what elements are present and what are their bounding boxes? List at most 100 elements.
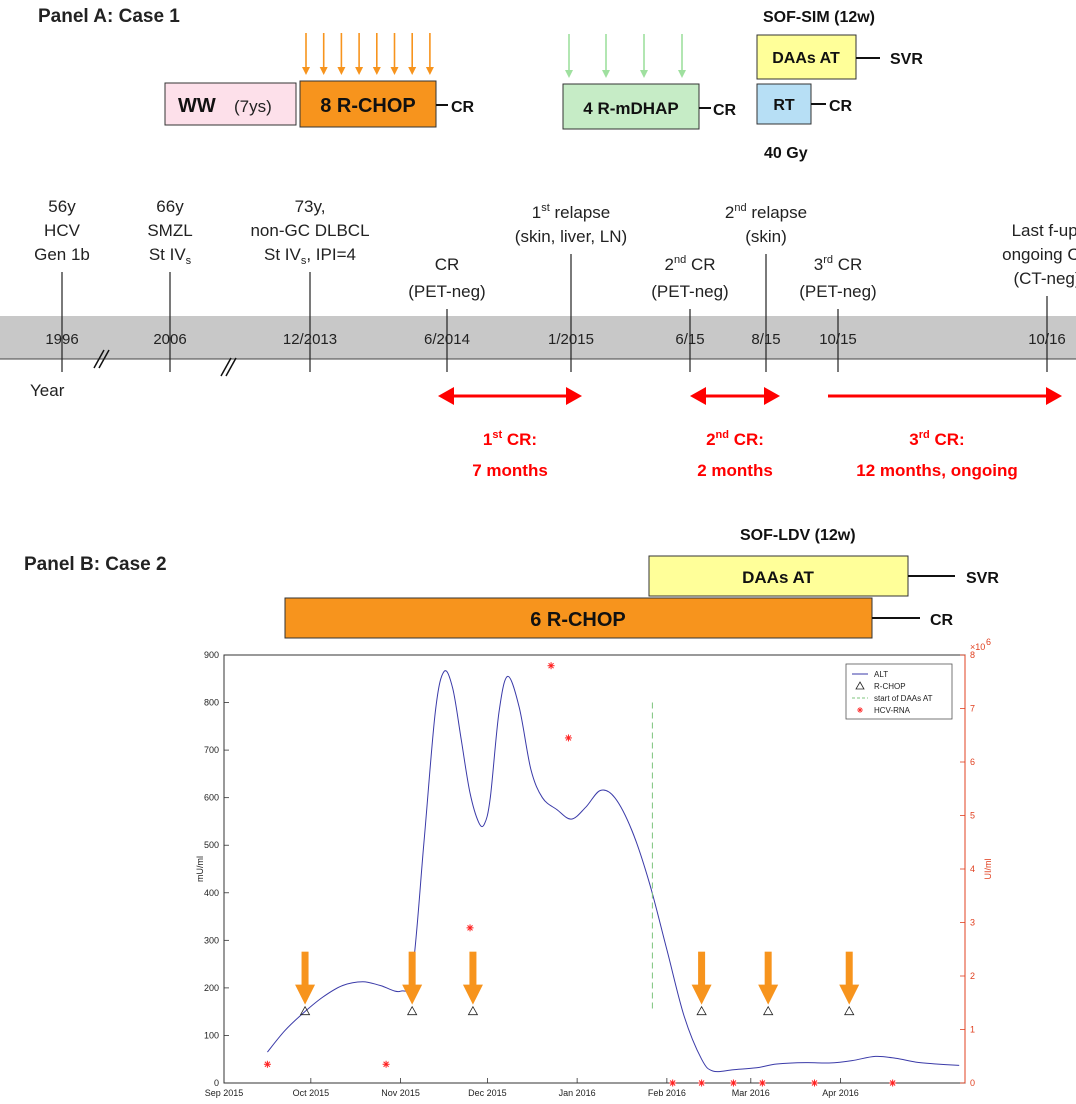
event-date: 10/16 xyxy=(1028,331,1066,348)
r-chop-outcome-b: CR xyxy=(930,612,954,629)
year-label: Year xyxy=(30,381,65,400)
legend-label: ALT xyxy=(874,670,888,679)
y-tick-label: 600 xyxy=(204,793,219,803)
r-chop-arrow xyxy=(845,951,853,988)
r-chop-triangle xyxy=(406,1005,418,1016)
hcv-rna-point xyxy=(382,1060,390,1068)
r-chop-triangle xyxy=(696,1005,707,1016)
r-chop-cycle-arrow xyxy=(302,33,310,75)
y-axis-left-title: mU/ml xyxy=(195,856,205,882)
r-mdhap-label: 4 R-mDHAP xyxy=(583,99,678,118)
legend-box xyxy=(845,663,953,720)
event-text: non-GC DLBCL xyxy=(250,221,369,240)
y-tick-label: 200 xyxy=(204,983,219,993)
timeline-event: 2nd CR (PET-neg) 6/15 xyxy=(651,254,729,372)
panel-b: Panel B: Case 2 SOF-LDV (12w) DAAs AT SV… xyxy=(24,527,999,1098)
r-mdhap-outcome: CR xyxy=(713,102,737,119)
event-text: St IVs, IPI=4 xyxy=(264,245,356,267)
y-right-tick-label: 2 xyxy=(970,971,975,981)
ww-duration: (7ys) xyxy=(234,97,272,116)
panel-a: Panel A: Case 1 WW (7ys) 8 R-CHOP CR 4 R… xyxy=(0,6,1076,480)
hcv-rna-point xyxy=(698,1079,706,1087)
cr-period: 3rd CR: 12 months, ongoing xyxy=(828,387,1062,480)
event-text: 66y xyxy=(156,197,184,216)
y-right-tick-label: 1 xyxy=(970,1025,975,1035)
daas-label-b: DAAs AT xyxy=(742,568,814,587)
event-date: 8/15 xyxy=(751,331,780,348)
r-chop-point xyxy=(295,951,316,1016)
x-tick-label: Mar 2016 xyxy=(732,1088,770,1098)
timeline-event: CR (PET-neg) 6/2014 xyxy=(408,255,486,372)
x-tick-label: Apr 2016 xyxy=(822,1088,859,1098)
daas-outcome-a: SVR xyxy=(890,51,923,68)
event-date: 12/2013 xyxy=(283,331,337,348)
daas-outcome-b: SVR xyxy=(966,570,999,587)
chart: Sep 2015 Oct 2015 Nov 2015 Dec 2015 Jan 2016… xyxy=(195,637,993,1098)
timeline-event: 66y SMZL St IVs 2006 xyxy=(147,197,193,372)
y-tick-label: 100 xyxy=(204,1030,219,1040)
panel-a-title: Panel A: Case 1 xyxy=(38,6,180,27)
x-tick-label: Oct 2015 xyxy=(293,1088,330,1098)
ww-label: WW xyxy=(178,95,216,117)
x-tick-label: Dec 2015 xyxy=(468,1088,507,1098)
event-date: 6/2014 xyxy=(424,331,470,348)
rt-box xyxy=(756,83,812,125)
cr-period-label: 2nd CR: xyxy=(706,429,764,449)
y-axis-right: 0 1 2 3 4 5 6 7 8 xyxy=(960,650,975,1088)
hcv-rna-point xyxy=(729,1079,737,1087)
cr-period: 1st CR: 7 months xyxy=(438,387,582,480)
r-chop-triangle xyxy=(467,1005,479,1016)
legend-label: start of DAAs AT xyxy=(874,694,933,703)
hcv-rna-point xyxy=(810,1079,818,1087)
y-tick-label: 500 xyxy=(204,840,219,850)
r-chop-cycle-arrow xyxy=(408,33,417,75)
r-chop-point xyxy=(758,951,779,1016)
hcv-rna-point xyxy=(889,1079,897,1087)
event-date: 1/2015 xyxy=(548,331,594,348)
y-right-tick-label: 6 xyxy=(970,757,975,767)
r-mdhap-arrows xyxy=(565,34,686,78)
hcv-rna-point xyxy=(547,662,555,670)
event-text: 1st relapse xyxy=(532,202,611,222)
hcv-rna-point xyxy=(758,1079,766,1087)
event-text: Gen 1b xyxy=(34,245,90,264)
rt-label: RT xyxy=(773,97,795,114)
y-right-tick-label: 5 xyxy=(970,811,975,821)
event-date: 1996 xyxy=(45,331,78,348)
r-chop-cycle-arrow xyxy=(337,33,346,75)
ww-box xyxy=(164,82,297,126)
y-axis-right-exponent-power: 6 xyxy=(986,637,991,647)
legend-label: HCV-RNA xyxy=(874,706,911,715)
r-chop-cycle-arrow xyxy=(425,33,434,75)
r-chop-cycle-arrow xyxy=(372,33,381,75)
cr-period-label: 3rd CR: xyxy=(909,429,964,449)
y-tick-label: 700 xyxy=(204,745,219,755)
r-chop-arrow xyxy=(408,951,416,988)
y-right-tick-label: 4 xyxy=(970,864,975,874)
event-text: 56y xyxy=(48,197,76,216)
timeline-band xyxy=(0,316,1076,359)
timeline-event: 2nd relapse (skin) 8/15 xyxy=(725,202,807,372)
event-text: (CT-neg) xyxy=(1013,269,1076,288)
timeline-event: 73y, non-GC DLBCL St IVs, IPI=4 12/2013 xyxy=(250,197,370,372)
sof-sim-label: SOF-SIM (12w) xyxy=(763,9,875,26)
event-text: (skin) xyxy=(745,227,787,246)
event-text: St IVs xyxy=(149,245,192,267)
legend-label: R-CHOP xyxy=(874,682,906,691)
event-text: SMZL xyxy=(147,221,192,240)
r-chop-point xyxy=(402,951,423,1016)
plot-area xyxy=(223,654,966,1084)
rt-dose: 40 Gy xyxy=(764,145,808,162)
x-tick-label: Sep 2015 xyxy=(205,1088,244,1098)
event-text: CR xyxy=(435,255,460,274)
panel-b-title: Panel B: Case 2 xyxy=(24,554,167,575)
hcv-rna-point xyxy=(263,1060,271,1068)
r-chop-triangle xyxy=(299,1005,311,1016)
timeline-event: 56y HCV Gen 1b 1996 xyxy=(34,197,90,372)
y-right-tick-label: 8 xyxy=(970,650,975,660)
timeline-events: 56y HCV Gen 1b 1996 66y SMZL St IVs 2006 73y, non… xyxy=(34,197,1076,372)
r-chop-arrow xyxy=(469,951,477,988)
event-text: 2nd relapse xyxy=(725,202,807,222)
timeline-event: 3rd CR (PET-neg) 10/15 xyxy=(799,254,877,372)
